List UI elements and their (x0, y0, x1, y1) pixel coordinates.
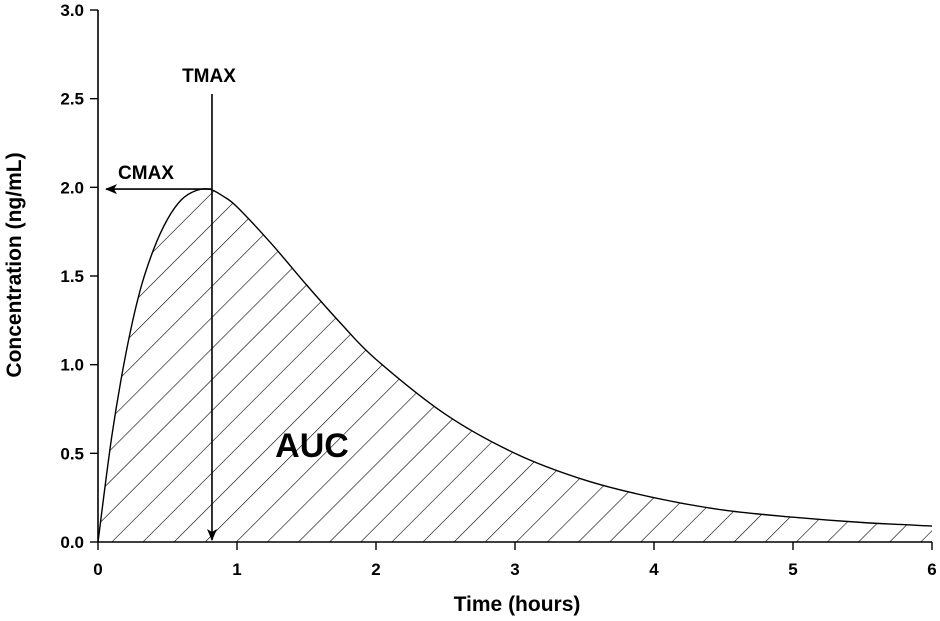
concentration-line (97, 188, 933, 543)
x-tick-label: 0 (93, 560, 102, 579)
x-tick-label: 2 (371, 560, 380, 579)
y-tick-label: 0.5 (60, 444, 84, 463)
tmax-label: TMAX (182, 66, 236, 87)
y-tick-label: 2.0 (60, 178, 84, 197)
x-tick-label: 3 (510, 560, 519, 579)
y-tick-label: 2.5 (60, 90, 84, 109)
x-axis-title: Time (hours) (454, 593, 581, 616)
cmax-label: CMAX (118, 163, 174, 184)
auc-area (98, 188, 932, 542)
y-tick-label: 3.0 (60, 1, 84, 20)
x-tick-label: 6 (927, 560, 936, 579)
x-tick-label: 1 (232, 560, 241, 579)
y-tick-label: 1.0 (60, 356, 84, 375)
ticks: 0 1 2 3 4 5 6 0.0 0.5 1.0 1.5 2.0 2.5 3.0 (60, 1, 936, 579)
y-tick-label: 0.0 (60, 533, 84, 552)
x-tick-label: 5 (788, 560, 797, 579)
annotations (105, 94, 217, 541)
y-tick-label: 1.5 (60, 267, 84, 286)
auc-label: AUC (275, 427, 349, 465)
concentration-curve (97, 188, 933, 543)
x-tick-label: 4 (649, 560, 659, 579)
auc-hatch-fill (98, 188, 932, 542)
y-axis-title: Concentration (ng/mL) (3, 152, 26, 377)
